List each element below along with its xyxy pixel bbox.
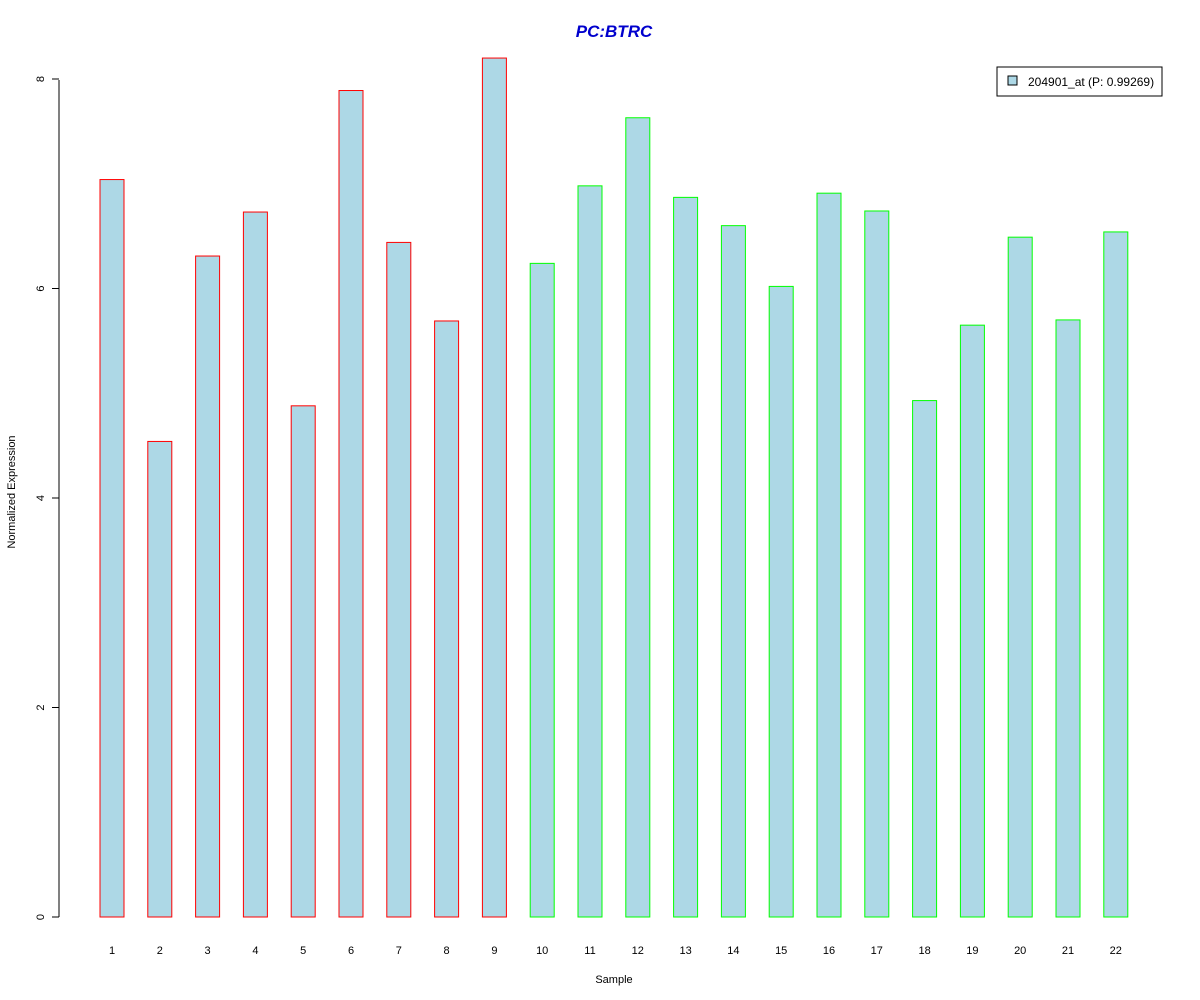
bar <box>195 255 221 918</box>
y-tick-label: 4 <box>35 495 47 501</box>
x-tick-label: 1 <box>109 945 115 957</box>
bar <box>434 320 460 918</box>
bar <box>1007 236 1033 918</box>
y-tick-label: 8 <box>35 76 47 82</box>
legend-swatch <box>1007 75 1018 86</box>
x-tick-label: 18 <box>918 945 930 957</box>
x-tick-label: 20 <box>1014 945 1026 957</box>
x-tick-label: 2 <box>157 945 163 957</box>
x-tick-label: 4 <box>252 945 258 957</box>
x-tick-label: 15 <box>775 945 787 957</box>
x-tick-label: 9 <box>491 945 497 957</box>
x-tick-label: 22 <box>1110 945 1122 957</box>
y-tick-label: 0 <box>35 914 47 920</box>
x-tick-label: 7 <box>396 945 402 957</box>
x-axis-tick-labels: 1 2 3 4 5 6 7 8 9 10 11 12 13 14 15 16 17 18 19 20 21 22 <box>109 945 1122 957</box>
bar <box>242 211 268 918</box>
x-tick-label: 12 <box>632 945 644 957</box>
x-tick-label: 5 <box>300 945 306 957</box>
bars-group <box>99 57 1129 918</box>
bar <box>147 440 173 918</box>
bar <box>290 405 316 918</box>
bar <box>1103 231 1129 918</box>
legend-box <box>996 66 1163 97</box>
x-tick-label: 6 <box>348 945 354 957</box>
bar <box>625 117 651 918</box>
bar <box>386 241 412 918</box>
chart-title: PC:BTRC <box>576 22 653 41</box>
y-axis-label: Normalized Expression <box>6 435 18 548</box>
bar <box>481 57 507 918</box>
x-tick-label: 17 <box>871 945 883 957</box>
x-tick-label: 16 <box>823 945 835 957</box>
bar <box>768 285 794 918</box>
bar <box>959 324 985 918</box>
bar <box>816 192 842 918</box>
x-tick-label: 8 <box>444 945 450 957</box>
x-tick-label: 11 <box>584 945 595 957</box>
y-tick-label: 2 <box>35 704 47 710</box>
x-tick-label: 13 <box>679 945 691 957</box>
bar <box>529 262 555 918</box>
bar <box>912 400 938 918</box>
bar <box>338 90 364 918</box>
x-tick-label: 14 <box>727 945 739 957</box>
y-tick-label: 6 <box>35 285 47 291</box>
y-axis-ticks: 0 2 4 6 8 <box>35 76 59 920</box>
bar <box>720 225 746 918</box>
bar <box>673 196 699 918</box>
legend-label: 204901_at (P: 0.99269) <box>1028 75 1154 89</box>
legend: 204901_at (P: 0.99269) <box>996 66 1163 97</box>
bar <box>577 185 603 918</box>
bar <box>1055 319 1081 918</box>
x-tick-label: 21 <box>1062 945 1074 957</box>
x-axis-label: Sample <box>595 974 632 986</box>
x-tick-label: 19 <box>966 945 978 957</box>
x-tick-label: 10 <box>536 945 548 957</box>
x-tick-label: 3 <box>205 945 211 957</box>
bar <box>99 179 125 918</box>
bar <box>864 210 890 918</box>
